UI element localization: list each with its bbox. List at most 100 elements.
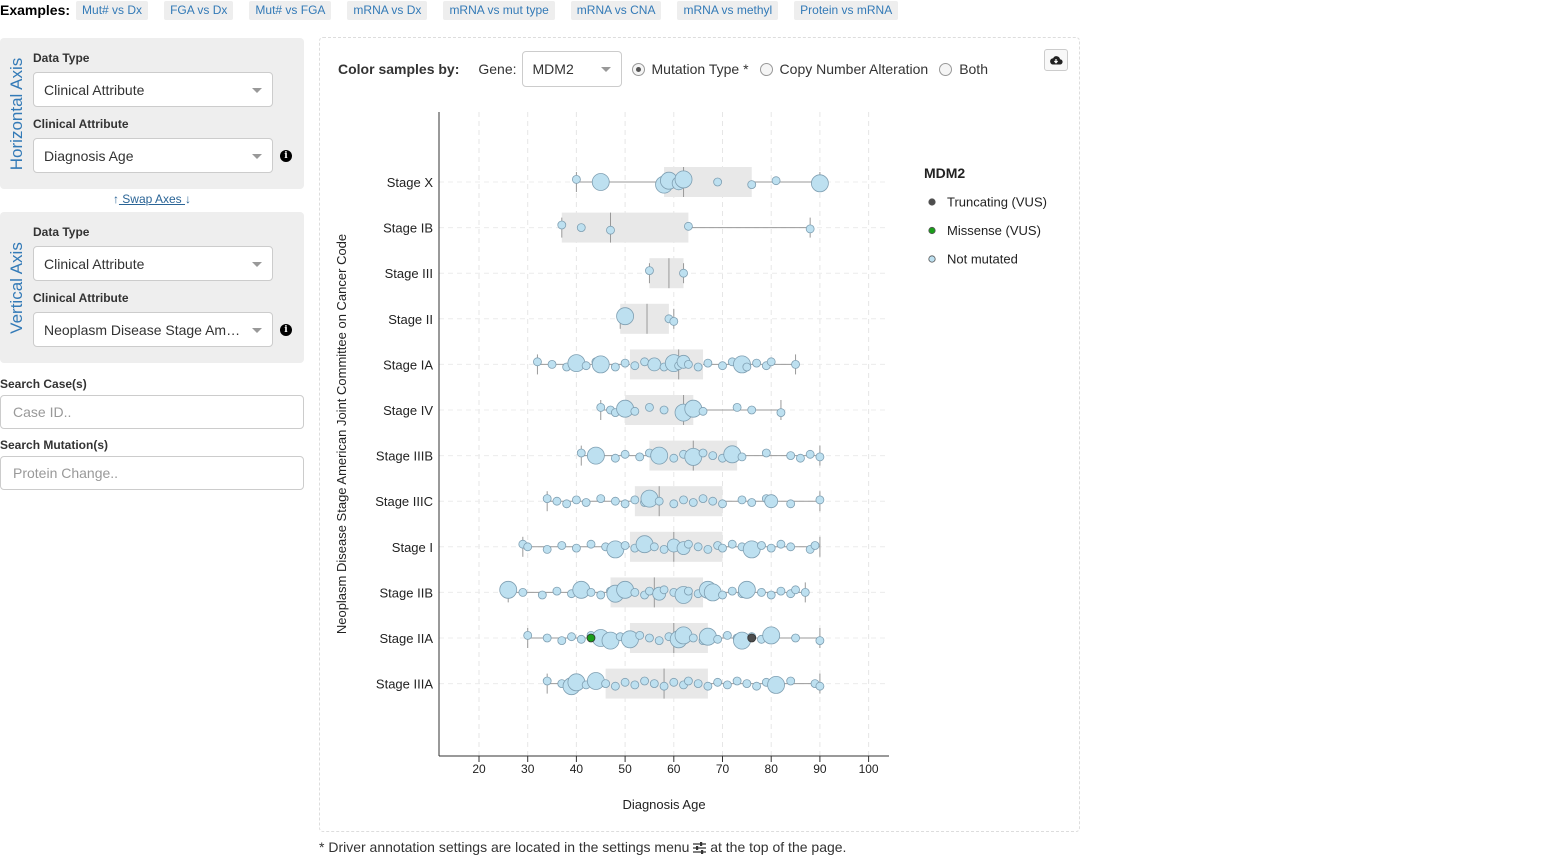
info-circle-icon[interactable]: i [280, 324, 292, 336]
radio-dot-both[interactable] [939, 62, 953, 76]
data-point [684, 676, 693, 686]
data-point [586, 588, 596, 597]
download-button[interactable] [1044, 49, 1068, 71]
example-fga-vs-dx[interactable]: FGA vs Dx [164, 0, 234, 20]
data-point [654, 496, 664, 506]
data-point [601, 679, 611, 688]
data-point [723, 445, 742, 464]
data-point [542, 676, 552, 686]
data-point [630, 588, 640, 597]
horizontal-attribute-select[interactable]: Diagnosis Age [33, 138, 273, 173]
data-point [567, 632, 576, 642]
data-point [732, 676, 742, 686]
legend-label-not-mutated: Not mutated [947, 252, 1018, 267]
data-point [669, 677, 679, 687]
vertical-attribute-select[interactable]: Neoplasm Disease Stage Ameri... [33, 312, 273, 347]
data-point [645, 633, 654, 643]
search-cases-input[interactable] [0, 395, 304, 429]
data-point [703, 358, 713, 368]
y-tick-label-stage-iiic: Stage IIIC [375, 494, 433, 509]
data-point [684, 539, 693, 549]
data-point [764, 494, 779, 509]
data-point [722, 631, 732, 640]
mutated-point-truncating-vus [747, 633, 757, 643]
x-tick-label: 30 [521, 762, 535, 776]
radio-dot-copy-number-alteration[interactable] [759, 62, 773, 76]
data-point [620, 358, 630, 368]
example-mut-vs-fga[interactable]: Mut# vs FGA [249, 0, 332, 20]
horizontal-axis-panel: Horizontal Axis Data Type Clinical Attri… [0, 38, 304, 189]
data-point [786, 542, 796, 552]
chevron-down-icon [600, 67, 611, 72]
x-tick-label: 60 [667, 762, 681, 776]
data-point [630, 361, 640, 371]
gene-select[interactable]: MDM2 [521, 51, 622, 87]
radio-both[interactable]: Both [939, 61, 988, 77]
info-circle-icon[interactable]: i [280, 150, 292, 162]
data-point [757, 588, 766, 597]
data-point [499, 580, 518, 599]
data-point [747, 498, 757, 507]
example-mrna-vs-dx[interactable]: mRNA vs Dx [347, 0, 428, 20]
data-point [523, 631, 533, 640]
data-point [718, 499, 727, 509]
horizontal-data-type-select[interactable]: Clinical Attribute [33, 72, 273, 107]
data-point [815, 452, 825, 462]
data-point [571, 543, 581, 553]
example-mut-vs-dx[interactable]: Mut# vs Dx [76, 0, 149, 20]
cloud-download-icon [1050, 55, 1063, 64]
data-point [591, 173, 610, 191]
data-point [767, 676, 785, 694]
data-point [693, 362, 703, 372]
horizontal-attribute-label: Clinical Attribute [33, 117, 129, 131]
data-point [698, 494, 708, 504]
data-point [791, 585, 800, 595]
radio-mutation-type[interactable]: Mutation Type * [631, 61, 749, 77]
data-point [747, 405, 757, 415]
y-tick-label-stage-ib: Stage IB [383, 221, 433, 236]
data-point [567, 673, 586, 692]
example-mrna-vs-cna[interactable]: mRNA vs CNA [570, 0, 662, 20]
footnote-text-after: at the top of the page. [706, 839, 847, 855]
data-point [647, 357, 662, 372]
data-point [669, 453, 679, 463]
y-tick-label-stage-iiia: Stage IIIA [376, 677, 433, 692]
data-point [533, 357, 542, 367]
horizontal-data-type-label: Data Type [33, 51, 90, 65]
data-point [542, 545, 552, 554]
example-mrna-vs-mut-type[interactable]: mRNA vs mut type [443, 0, 555, 20]
data-point [610, 681, 620, 691]
radio-both-label: Both [959, 61, 988, 77]
data-point [630, 406, 640, 416]
data-point [815, 495, 825, 505]
data-point [742, 362, 752, 372]
data-point [786, 499, 796, 509]
data-point [703, 545, 713, 554]
data-point [713, 634, 723, 644]
footnote: * Driver annotation settings are located… [319, 839, 846, 855]
data-point [542, 494, 552, 504]
swap-axes-label: Swap Axes [118, 192, 186, 206]
swap-axes-link[interactable]: ↑ Swap Axes ↓ [0, 192, 304, 206]
data-point [610, 362, 620, 372]
data-point [557, 636, 567, 645]
radio-dot-mutation-type[interactable] [631, 62, 645, 76]
radio-copy-number-alteration[interactable]: Copy Number Alteration [759, 61, 928, 77]
data-point [552, 586, 562, 596]
data-point [586, 672, 605, 690]
data-point [586, 539, 596, 549]
data-point [737, 452, 747, 462]
data-point [703, 681, 713, 691]
vertical-data-type-select[interactable]: Clinical Attribute [33, 246, 273, 281]
data-point [722, 680, 732, 690]
y-tick-label-stage-ia: Stage IA [383, 357, 433, 372]
examples-bar: Examples: Mut# vs Dx FGA vs Dx Mut# vs F… [0, 0, 914, 20]
example-mrna-vs-methyl[interactable]: mRNA vs methyl [677, 0, 779, 20]
example-protein-vs-mrna[interactable]: Protein vs mRNA [794, 0, 899, 20]
vertical-attribute-label: Clinical Attribute [33, 291, 129, 305]
data-point [576, 634, 586, 644]
data-point [815, 681, 825, 691]
search-mutations-input[interactable] [0, 456, 304, 490]
y-tick-label-stage-iii: Stage III [385, 266, 433, 281]
data-point [791, 633, 800, 643]
